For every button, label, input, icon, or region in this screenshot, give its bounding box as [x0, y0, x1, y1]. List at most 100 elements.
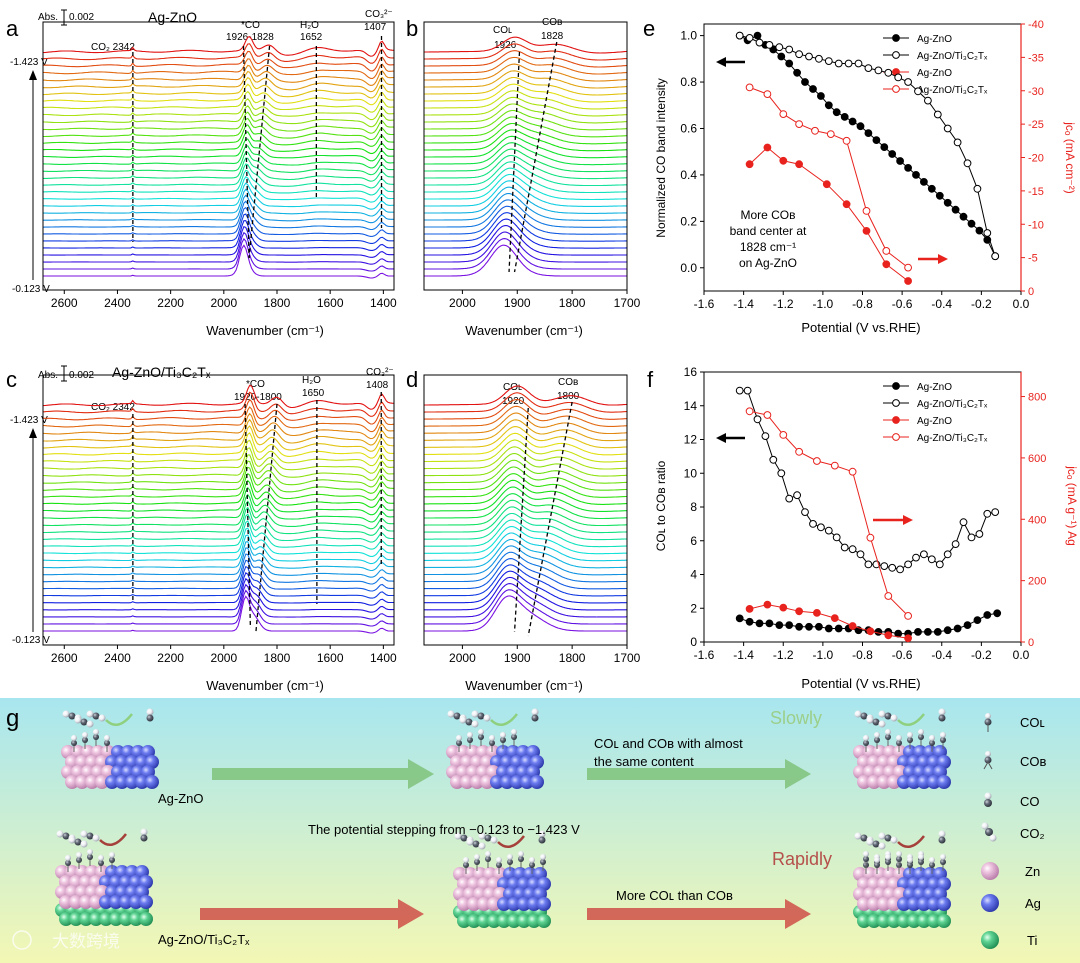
- point-f-1: [912, 553, 920, 562]
- c-atom: [538, 836, 546, 844]
- series-line-f-3: [749, 410, 909, 617]
- y2tick-label-e: -20: [1028, 153, 1044, 165]
- o-atom: [463, 857, 469, 863]
- o-atom: [531, 708, 539, 716]
- spectrum-c-17: [43, 486, 395, 516]
- ag-atom: [129, 895, 143, 909]
- point-e-1: [953, 138, 962, 147]
- middle-text: The potential stepping from −0.123 to −1…: [308, 822, 580, 837]
- zn-atom: [480, 775, 494, 789]
- spectrum-a-12: [42, 169, 394, 196]
- c-atom: [456, 740, 462, 746]
- spectrum-c-15: [43, 500, 394, 530]
- spectrum-d-11: [424, 525, 628, 555]
- point-e-1: [983, 229, 992, 237]
- point-f-2: [779, 603, 788, 612]
- o-atom: [80, 840, 88, 848]
- o-atom: [929, 735, 935, 741]
- spectrum-d-0: [424, 595, 627, 632]
- zn-atom: [887, 897, 901, 911]
- o-atom: [459, 716, 467, 724]
- co2-legend-icon: [981, 822, 989, 830]
- o-atom: [86, 720, 94, 728]
- v-top-label-c: -1.423 V: [10, 415, 48, 426]
- spectra-d: [423, 385, 628, 632]
- legend-label-e-0: Ag-ZnO: [917, 34, 952, 45]
- spectrum-b-14: [424, 154, 627, 180]
- c-atom: [518, 856, 524, 862]
- ag-atom: [517, 897, 531, 911]
- o-atom: [940, 854, 946, 860]
- axis-e-xtick-label: -0.6: [892, 297, 913, 311]
- ti-atom: [517, 914, 531, 928]
- c-atom: [87, 854, 93, 860]
- zn-atom: [857, 897, 871, 911]
- reaction-arrow-icon: [897, 835, 925, 849]
- o-atom: [80, 830, 88, 838]
- o-atom: [878, 832, 886, 840]
- point-f-1: [743, 386, 752, 395]
- point-f-3: [848, 467, 857, 476]
- point-f-1: [991, 508, 1000, 516]
- o-atom: [71, 735, 77, 741]
- point-f-1: [801, 508, 809, 516]
- panel-letter-b: b: [406, 16, 418, 41]
- reaction-arrow-icon: [497, 835, 525, 849]
- point-f-3: [745, 407, 754, 416]
- series-e-0: [735, 31, 1000, 261]
- series-line-e-3: [749, 86, 909, 268]
- spectrum-d-12: [423, 519, 628, 548]
- point-e-0: [848, 117, 857, 126]
- zn-atom: [887, 775, 901, 789]
- spectrum-b-2: [424, 231, 627, 263]
- c-atom: [929, 740, 935, 746]
- spectrum-a-0: [43, 244, 394, 279]
- point-f-0: [874, 628, 883, 636]
- point-f-1: [983, 509, 992, 518]
- point-f-2: [848, 622, 857, 630]
- col-legend-icon: [984, 718, 992, 726]
- point-f-0: [933, 628, 942, 636]
- o-atom: [109, 852, 115, 858]
- ytick-label-e: 1.0: [680, 29, 697, 43]
- spectrum-c-1: [43, 589, 394, 627]
- spectrum-c-25: [42, 432, 395, 459]
- legend-marker-f-0: [892, 382, 900, 390]
- point-e-0: [904, 164, 912, 172]
- y2label-f: jᴄₒ (mA g⁻¹) Ag: [1065, 465, 1079, 546]
- o-atom: [907, 732, 913, 738]
- ti-atom: [867, 914, 881, 928]
- point-f-0: [943, 626, 952, 635]
- point-e-1: [943, 124, 952, 133]
- ti-atom: [527, 914, 541, 928]
- panel-g-legend: COʟ COʙ CO CO₂ Zn Ag Ti: [1020, 715, 1047, 948]
- legend-cob: COʙ: [1020, 754, 1047, 769]
- ti-atom: [907, 914, 921, 928]
- spectrum-b-22: [424, 103, 628, 124]
- spectrum-d-31: [424, 392, 628, 413]
- zn-atom: [450, 775, 464, 789]
- legend-label-f-3: Ag-ZnO/Ti₃C₂Tₓ: [917, 433, 988, 444]
- spectrum-c-31: [42, 391, 395, 417]
- point-e-1: [894, 73, 903, 82]
- zn-atom: [470, 775, 484, 789]
- zn-atom: [95, 775, 109, 789]
- point-f-1: [888, 563, 897, 572]
- spectrum-b-23: [424, 96, 628, 117]
- point-e-3: [779, 110, 788, 118]
- c-atom: [918, 859, 924, 865]
- axis-e-xtick-label: -0.4: [931, 297, 952, 311]
- spectrum-b-16: [424, 142, 628, 166]
- spectrum-d-20: [423, 466, 628, 491]
- point-f-0: [963, 621, 972, 629]
- spectrum-c-7: [43, 553, 395, 585]
- y2tick-label-e: -15: [1028, 186, 1044, 198]
- zn-atom: [487, 897, 501, 911]
- panel-letter-a: a: [6, 16, 19, 41]
- o-atom: [82, 732, 88, 738]
- spectrum-c-19: [42, 472, 395, 501]
- point-e-0: [840, 113, 849, 121]
- label-ag-zno: Ag-ZnO: [158, 791, 204, 806]
- spectrum-b-21: [424, 109, 628, 131]
- ti-atom: [877, 914, 891, 928]
